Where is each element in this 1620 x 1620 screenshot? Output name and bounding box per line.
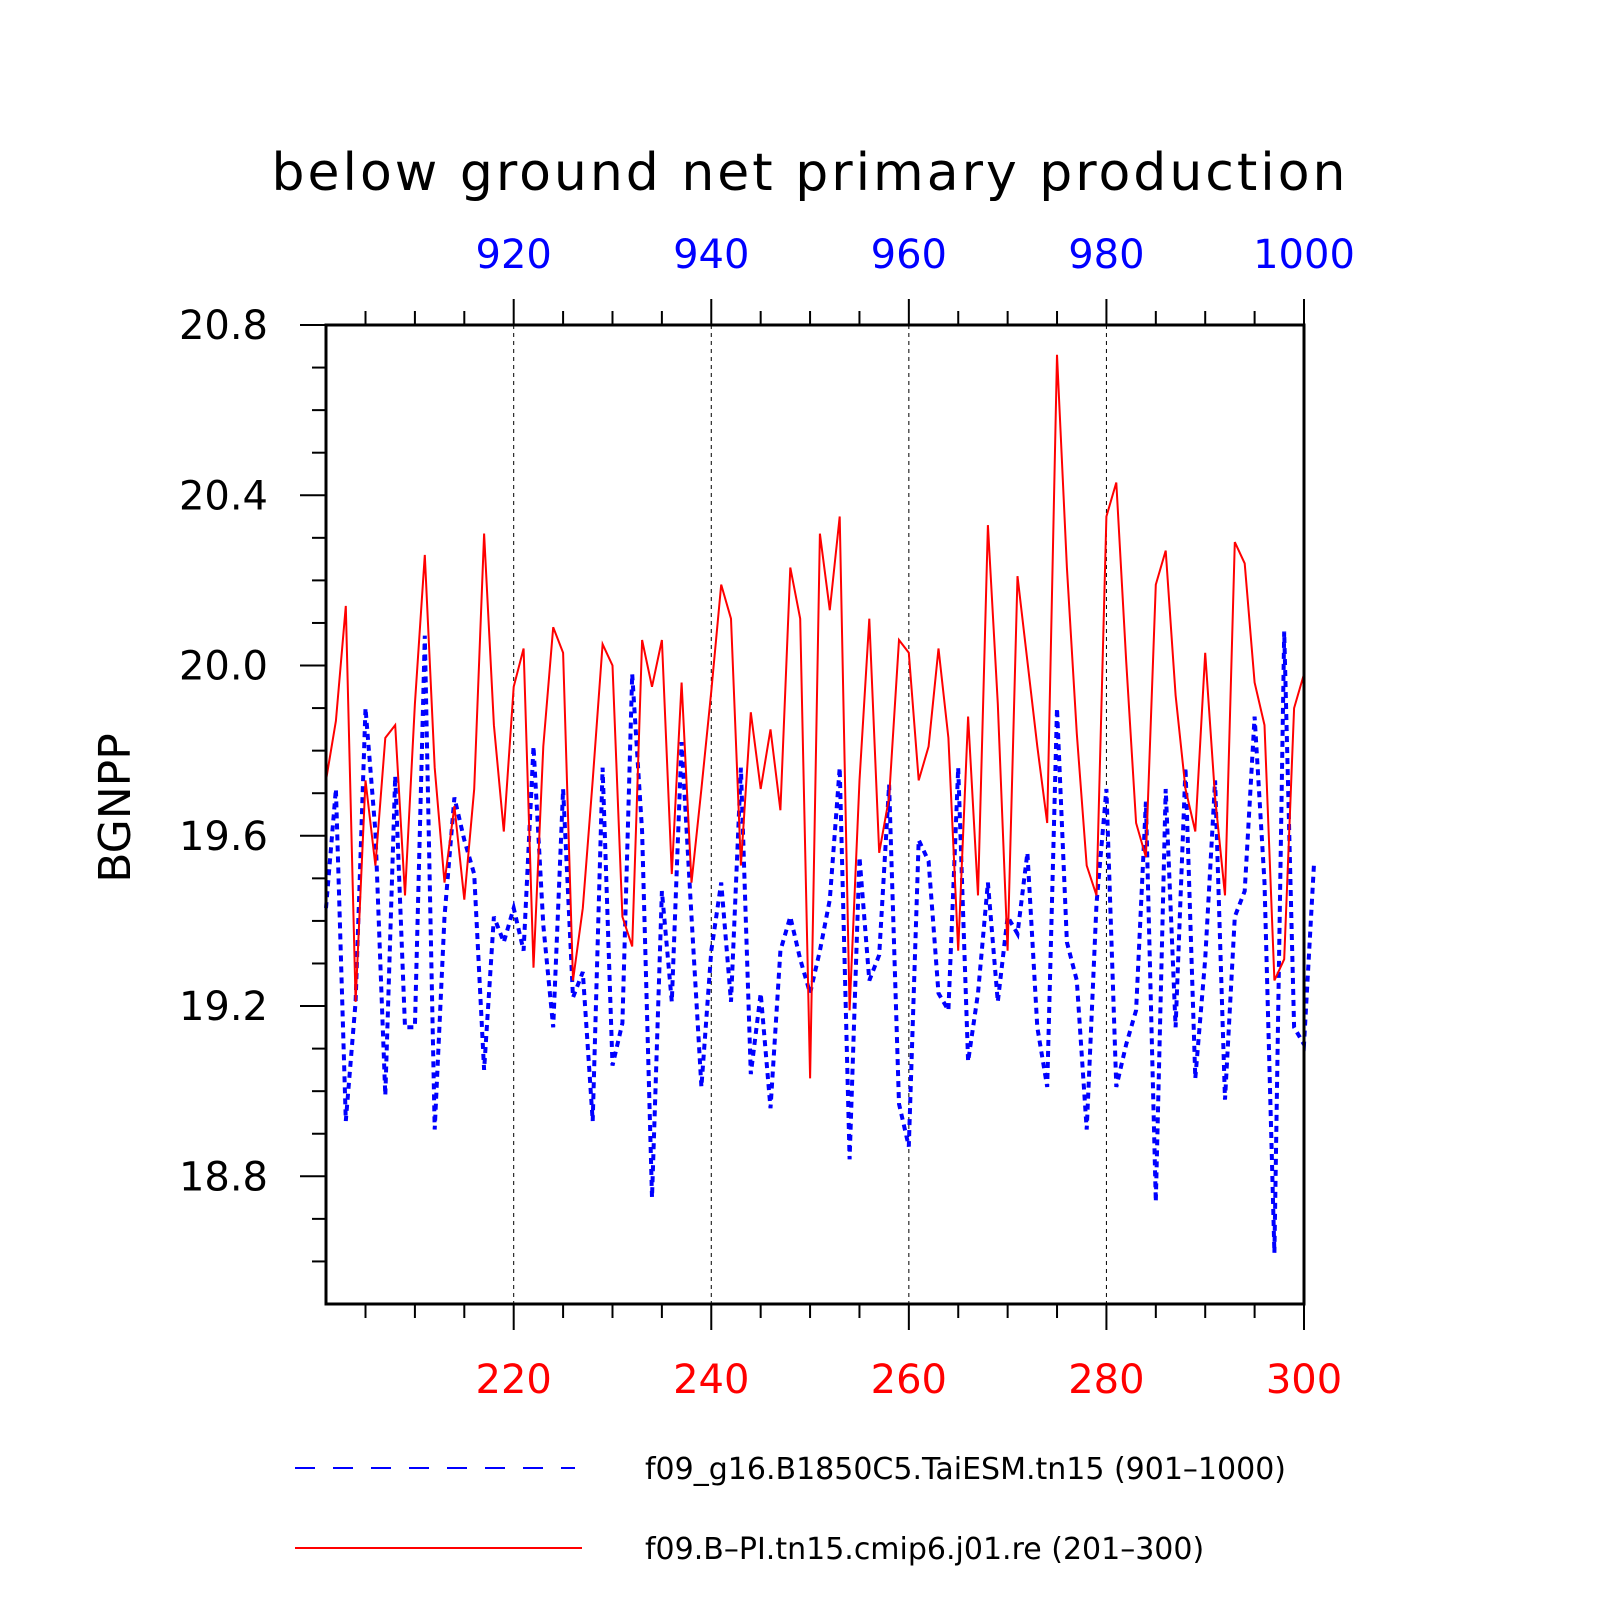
y-tick-label-20.8: 20.8 — [179, 303, 268, 349]
x-top-tick-label-960: 960 — [871, 232, 947, 278]
x-bottom-tick-label-300: 300 — [1266, 1357, 1342, 1403]
chart-title: below ground net primary production — [272, 143, 1349, 203]
series-line-taiesm — [324, 631, 1316, 1253]
y-axis: 18.8 19.2 19.6 20.0 20.4 20.8 — [179, 303, 326, 1263]
x-bottom-tick-label-240: 240 — [673, 1357, 749, 1403]
plot-frame — [324, 323, 1306, 1306]
x-axis-top: 920 940 960 980 1000 — [364, 232, 1355, 325]
x-top-tick-label-940: 940 — [673, 232, 749, 278]
y-tick-label-19.6: 19.6 — [179, 814, 268, 860]
x-top-tick-label-920: 920 — [476, 232, 552, 278]
x-axis-bottom: 220 240 260 280 300 — [364, 1304, 1342, 1403]
x-bottom-tick-label-260: 260 — [871, 1357, 947, 1403]
y-tick-label-19.2: 19.2 — [179, 984, 268, 1030]
legend: f09_g16.B1850C5.TaiESM.tn15 (901–1000) f… — [295, 1452, 1286, 1567]
series-lines — [324, 354, 1316, 1253]
legend-label-taiesm: f09_g16.B1850C5.TaiESM.tn15 (901–1000) — [645, 1452, 1286, 1487]
series-line-cmip6 — [325, 354, 1305, 1079]
y-tick-label-18.8: 18.8 — [179, 1154, 268, 1200]
x-top-tick-label-980: 980 — [1068, 232, 1144, 278]
y-axis-label: BGNPP — [90, 733, 141, 883]
x-bottom-tick-label-220: 220 — [476, 1357, 552, 1403]
y-tick-label-20.0: 20.0 — [179, 644, 268, 690]
x-bottom-tick-label-280: 280 — [1068, 1357, 1144, 1403]
legend-label-cmip6: f09.B–PI.tn15.cmip6.j01.re (201–300) — [645, 1532, 1204, 1567]
y-tick-label-20.4: 20.4 — [179, 473, 268, 519]
x-top-tick-label-1000: 1000 — [1253, 232, 1355, 278]
